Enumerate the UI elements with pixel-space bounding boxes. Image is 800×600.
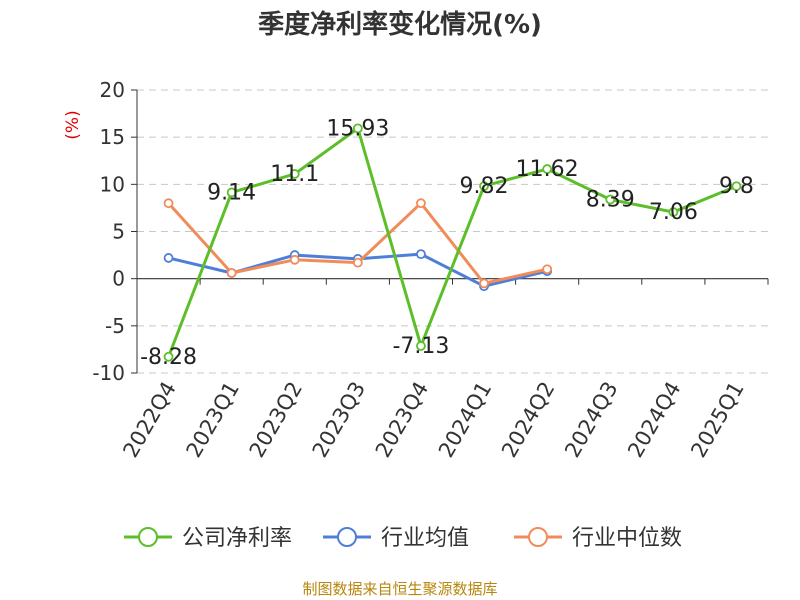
x-tick-label: 2023Q1	[182, 378, 244, 462]
grid-lines	[137, 89, 768, 374]
x-tick-label: 2024Q1	[434, 378, 496, 462]
x-tick-label: 2022Q4	[118, 378, 180, 462]
x-tick-label: 2024Q2	[497, 378, 559, 462]
data-point	[163, 198, 174, 209]
data-label: 9.8	[719, 174, 754, 199]
y-tick-label: 0	[112, 267, 125, 291]
series-lines	[163, 123, 742, 362]
data-point	[352, 257, 363, 268]
data-point	[289, 169, 300, 179]
data-label: 9.82	[460, 174, 509, 199]
x-tick-label: 2024Q4	[623, 378, 685, 462]
data-label: 11.62	[516, 157, 579, 182]
data-point	[479, 278, 489, 289]
data-label: 11.1	[270, 162, 319, 187]
x-tick-label: 2024Q3	[560, 378, 622, 462]
x-tick-label: 2023Q3	[308, 378, 370, 462]
data-labels: -8.28 9.14 11.1 15.93 -7.13 9.82 11.62 8.39 7.06…	[140, 116, 754, 369]
data-point	[731, 181, 742, 192]
data-label: -8.28	[140, 345, 197, 370]
legend-label: 行业中位数	[572, 526, 682, 551]
legend-marker	[528, 527, 548, 547]
legend: 公司净利率 行业均值 行业中位数	[124, 526, 682, 551]
data-point	[605, 194, 616, 205]
data-label: 8.39	[586, 188, 635, 213]
axes: 20 15 10 5 0 -5 -10 (%) 2022Q4 2023Q1 2023Q2 2023Q3…	[63, 78, 769, 462]
x-tick-label: 2023Q4	[371, 378, 433, 462]
data-label: 9.14	[207, 180, 256, 205]
data-point	[352, 123, 363, 134]
y-tick-label: -5	[105, 314, 125, 338]
data-point	[416, 249, 426, 260]
data-point	[163, 351, 174, 362]
legend-marker	[337, 527, 357, 547]
y-axis-label: (%)	[63, 110, 83, 139]
y-tick-label: 15	[100, 125, 125, 149]
x-tick-label: 2023Q2	[245, 378, 307, 462]
data-label: 7.06	[649, 200, 698, 225]
data-point	[668, 207, 679, 217]
data-point	[542, 164, 553, 174]
legend-label: 公司净利率	[182, 526, 292, 551]
y-tick-label: 20	[100, 78, 125, 102]
data-point	[542, 264, 553, 275]
data-point	[226, 187, 237, 198]
data-point	[416, 198, 426, 209]
chart-title: 季度净利率变化情况(%)	[258, 10, 542, 40]
y-tick-label: 10	[100, 172, 125, 196]
y-tick-label: 5	[112, 220, 125, 244]
series-line	[167, 126, 738, 358]
data-point	[226, 268, 237, 278]
data-point	[163, 253, 174, 263]
legend-label: 行业均值	[381, 526, 469, 551]
legend-marker	[138, 527, 158, 547]
data-label: 15.93	[326, 116, 389, 141]
data-point	[479, 181, 489, 191]
data-label: -7.13	[392, 334, 449, 359]
data-point	[289, 254, 300, 265]
data-point	[416, 341, 426, 351]
y-tick-label: -10	[92, 361, 125, 385]
x-tick-label: 2025Q1	[686, 378, 748, 462]
source-note: 制图数据来自恒生聚源数据库	[302, 580, 498, 598]
